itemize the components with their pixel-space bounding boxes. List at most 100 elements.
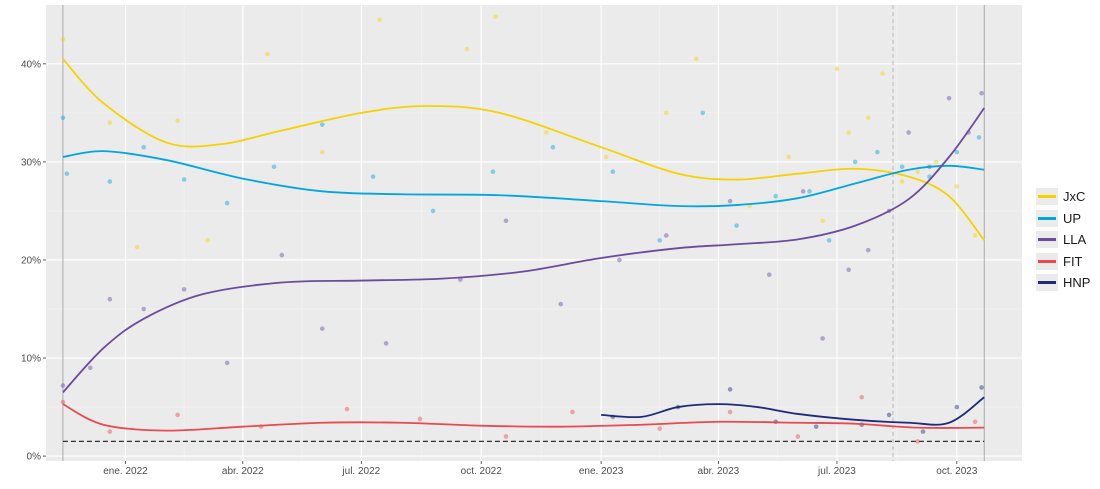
point-lla [88, 365, 93, 371]
point-fit [60, 399, 66, 405]
point-up [224, 200, 230, 206]
point-up [954, 149, 960, 155]
legend: JxC UP LLA FIT HNP [1036, 186, 1090, 294]
point-up [734, 223, 739, 228]
point-jxc [205, 238, 210, 243]
point-lla [224, 360, 230, 366]
point-up [807, 189, 812, 194]
point-lla [558, 301, 564, 307]
point-fit [915, 439, 921, 444]
legend-label: FIT [1063, 253, 1083, 269]
point-fit [859, 394, 865, 400]
trend-line-jxc [62, 58, 985, 241]
trend-line-up [62, 150, 985, 208]
point-lla [800, 189, 806, 194]
point-hnp [886, 412, 892, 418]
point-jxc [604, 154, 609, 160]
legend-label: LLA [1063, 232, 1087, 248]
legend-item-hnp: HNP [1036, 272, 1090, 294]
point-up [976, 135, 982, 140]
point-up [64, 171, 70, 176]
point-up [271, 164, 277, 170]
legend-label: UP [1063, 210, 1082, 226]
point-jxc [493, 14, 498, 20]
point-lla [503, 218, 509, 224]
point-up [319, 122, 325, 127]
point-jxc [786, 154, 792, 160]
point-lla [107, 296, 113, 302]
legend-swatch [1036, 188, 1058, 206]
trend-lines [62, 58, 985, 432]
point-fit [795, 434, 801, 439]
point-lla [865, 247, 871, 253]
point-up [550, 144, 556, 150]
point-jxc [899, 179, 905, 184]
x-tick-label: oct. 2023 [936, 466, 978, 477]
point-jxc [954, 184, 960, 189]
point-lla [663, 233, 669, 238]
y-tick-label: 10% [21, 354, 41, 365]
point-jxc [933, 159, 939, 165]
point-jxc [265, 51, 270, 57]
point-hnp [813, 424, 819, 429]
data-points [60, 14, 984, 444]
legend-swatch [1036, 274, 1058, 292]
point-hnp [954, 404, 960, 410]
point-fit [417, 416, 423, 422]
point-up [60, 115, 66, 121]
point-lla [766, 272, 772, 277]
y-axis: 0% 10% 20% 30% 40% [21, 59, 46, 463]
legend-label: JxC [1063, 189, 1086, 205]
point-jxc [60, 37, 66, 42]
point-lla [617, 257, 622, 263]
legend-item-lla: LLA [1036, 229, 1090, 251]
y-tick-label: 40% [21, 59, 41, 70]
x-axis: ene. 2022 abr. 2022 jul. 2022 oct. 2022 ene.… [103, 461, 978, 477]
point-jxc [134, 244, 140, 250]
point-jxc [880, 71, 885, 76]
point-fit [657, 426, 663, 431]
point-lla [319, 326, 325, 331]
point-lla [846, 267, 851, 273]
point-up [181, 177, 187, 182]
legend-line [1038, 238, 1056, 242]
legend-swatch [1036, 209, 1058, 227]
point-lla [946, 95, 952, 101]
x-tick-label: jul. 2023 [817, 466, 856, 477]
legend-item-jxc: JxC [1036, 186, 1090, 208]
legend-label: HNP [1063, 275, 1091, 291]
point-jxc [820, 218, 825, 224]
y-tick-label: 0% [27, 452, 42, 463]
x-tick-label: ene. 2022 [103, 466, 148, 477]
point-hnp [727, 387, 733, 392]
point-jxc [663, 110, 669, 116]
point-up [107, 179, 113, 184]
point-lla [820, 336, 825, 341]
plot-panel [46, 5, 1022, 461]
point-up [430, 208, 436, 214]
legend-line [1038, 281, 1056, 285]
point-jxc [175, 118, 180, 124]
point-up [610, 169, 616, 175]
point-fit [570, 409, 575, 415]
trend-line-fit [62, 403, 985, 432]
point-jxc [865, 115, 871, 121]
point-lla [60, 383, 66, 388]
point-up [141, 144, 147, 150]
x-tick-label: ene. 2023 [579, 466, 624, 477]
y-tick-label: 20% [21, 255, 41, 266]
point-up [657, 238, 663, 243]
grid-minor [46, 5, 1022, 461]
point-fit [175, 412, 180, 418]
x-tick-label: jul. 2022 [341, 466, 380, 477]
point-jxc [544, 130, 549, 135]
point-up [700, 110, 706, 116]
point-jxc [972, 233, 978, 238]
point-jxc [846, 130, 851, 135]
point-lla [727, 198, 733, 204]
point-fit [503, 434, 509, 439]
legend-line [1038, 259, 1056, 263]
x-tick-label: oct. 2022 [461, 466, 503, 477]
point-fit [972, 419, 978, 425]
x-tick-label: abr. 2022 [222, 466, 264, 477]
